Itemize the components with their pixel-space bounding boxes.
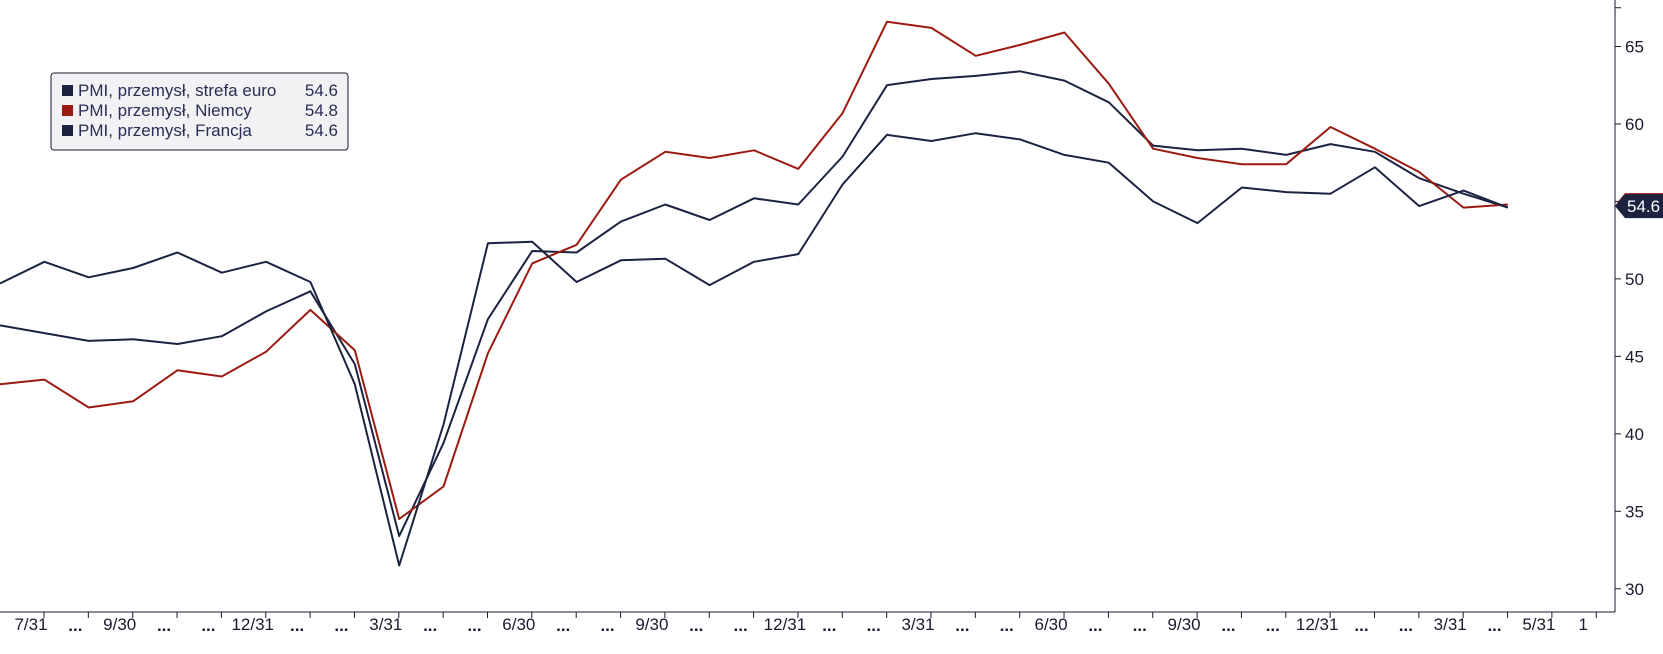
x-tick-label: ... (1354, 616, 1368, 635)
series-line-2 (0, 132, 1509, 567)
x-tick-label: 5/31 (1522, 615, 1555, 634)
x-tick-label: 3/31 (369, 615, 402, 634)
x-tick-label: ... (822, 616, 836, 635)
y-tick-label: 50 (1625, 270, 1644, 289)
x-tick-label: ... (1000, 616, 1014, 635)
x-tick-label: 3/31 (1434, 615, 1467, 634)
x-tick-label: 12/31 (231, 615, 274, 634)
x-tick-label: ... (201, 616, 215, 635)
legend-swatch-1 (62, 105, 73, 116)
x-tick-label: 9/30 (635, 615, 668, 634)
legend-box (50, 72, 349, 151)
legend-value-0: 54.6 (305, 81, 338, 100)
x-tick-label: ... (600, 616, 614, 635)
series-lines (0, 20, 1509, 567)
x-tick-label: 12/31 (1296, 615, 1339, 634)
legend-label-0: PMI, przemysł, strefa euro (78, 81, 276, 100)
x-tick-label: ... (423, 616, 437, 635)
y-tick-label: 60 (1625, 115, 1644, 134)
badge-value: 54.6 (1627, 197, 1660, 216)
series-line-1 (0, 20, 1508, 520)
legend-value-1: 54.8 (305, 101, 338, 120)
x-tick-label: ... (290, 616, 304, 635)
y-tick-label: 35 (1625, 502, 1644, 521)
axes: 30354045505560657/31...9/30......12/31..… (0, 0, 1644, 635)
x-tick-label: ... (334, 616, 348, 635)
x-tick-label: ... (68, 616, 82, 635)
x-tick-label: ... (157, 616, 171, 635)
x-tick-label: 12/31 (764, 615, 807, 634)
x-tick-label: ... (1133, 616, 1147, 635)
x-tick-label: ... (955, 616, 969, 635)
legend-label-1: PMI, przemysł, Niemcy (78, 101, 252, 120)
x-tick-label: ... (1399, 616, 1413, 635)
legend-label-2: PMI, przemysł, Francja (78, 121, 252, 140)
x-tick-label: ... (1487, 616, 1501, 635)
y-tick-label: 45 (1625, 347, 1644, 366)
x-tick-label: ... (1221, 616, 1235, 635)
x-tick-label: 6/30 (502, 615, 535, 634)
series-line-0 (0, 70, 1509, 538)
x-tick-label: 1 (1579, 615, 1588, 634)
x-tick-label: 9/30 (1168, 615, 1201, 634)
x-tick-label: ... (1266, 616, 1280, 635)
x-tick-label: ... (689, 616, 703, 635)
x-tick-label: ... (734, 616, 748, 635)
y-tick-label: 65 (1625, 37, 1644, 56)
x-tick-label: 3/31 (901, 615, 934, 634)
legend: PMI, przemysł, strefa euro 54.6 PMI, przem… (50, 72, 349, 151)
last-value-badge: 54.6 (1615, 193, 1663, 219)
x-tick-label: 6/30 (1035, 615, 1068, 634)
x-tick-label: ... (556, 616, 570, 635)
x-tick-label: ... (1088, 616, 1102, 635)
x-tick-label: ... (867, 616, 881, 635)
y-tick-label: 30 (1625, 580, 1644, 599)
x-tick-label: 9/30 (103, 615, 136, 634)
x-tick-label: ... (467, 616, 481, 635)
badge-shape (1615, 194, 1663, 219)
y-tick-label: 40 (1625, 425, 1644, 444)
legend-value-2: 54.6 (305, 121, 338, 140)
x-tick-label: 7/31 (14, 615, 47, 634)
legend-swatch-2 (62, 125, 73, 136)
legend-swatch-0 (62, 85, 73, 96)
